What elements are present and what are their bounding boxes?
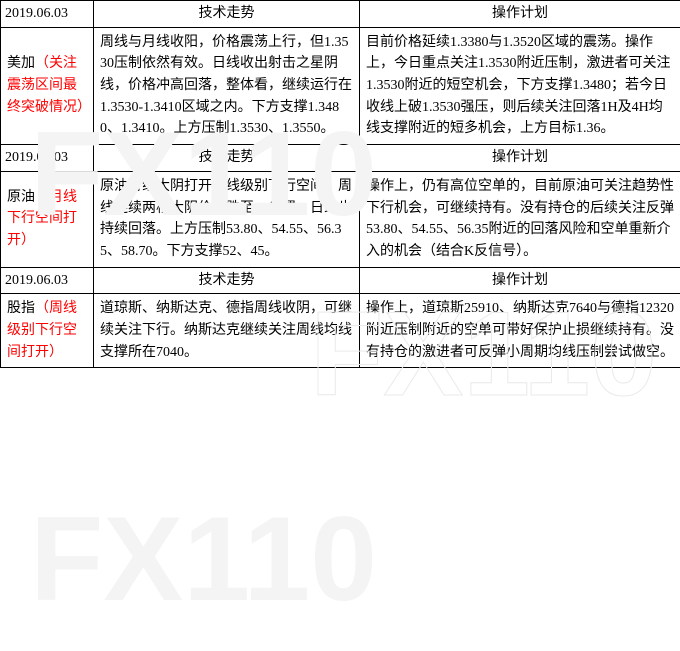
table-row: 2019.06.03 技术走势 操作计划	[1, 145, 680, 172]
trend-header: 技术走势	[94, 1, 360, 28]
label-black: 股指	[7, 301, 35, 316]
row-label: 美加（关注震荡区间最终突破情况）	[1, 27, 94, 144]
plan-cell: 目前价格延续1.3380与1.3520区域的震荡。操作上，今日重点关注1.353…	[360, 27, 680, 144]
label-black: 原油	[7, 190, 35, 205]
plan-cell: 操作上，道琼斯25910、纳斯达克7640与德指12320附近压制附近的空单可带…	[360, 294, 680, 368]
table-row: 2019.06.03 技术走势 操作计划	[1, 1, 680, 28]
plan-header: 操作计划	[360, 267, 680, 294]
row-label: 股指（周线级别下行空间打开）	[1, 294, 94, 368]
watermark-3: FX110	[30, 490, 377, 628]
plan-header: 操作计划	[360, 1, 680, 28]
trend-cell: 原油月线大阴打开月线级别下行空间。周线连续两根大阴价格跌至53位置。日线也持续回…	[94, 171, 360, 267]
trend-header: 技术走势	[94, 145, 360, 172]
date-cell: 2019.06.03	[1, 1, 94, 28]
table-row: 美加（关注震荡区间最终突破情况） 周线与月线收阳，价格震荡上行，但1.3530压…	[1, 27, 680, 144]
plan-header: 操作计划	[360, 145, 680, 172]
table-container: { "watermark": { "text": "FX110", "color…	[0, 0, 680, 368]
trend-cell: 道琼斯、纳斯达克、德指周线收阴，可继续关注下行。纳斯达克继续关注周线均线支撑所在…	[94, 294, 360, 368]
row-label: 原油（月线下行空间打开）	[1, 171, 94, 267]
date-cell: 2019.06.03	[1, 145, 94, 172]
analysis-table: 2019.06.03 技术走势 操作计划 美加（关注震荡区间最终突破情况） 周线…	[0, 0, 680, 368]
table-row: 2019.06.03 技术走势 操作计划	[1, 267, 680, 294]
table-row: 股指（周线级别下行空间打开） 道琼斯、纳斯达克、德指周线收阴，可继续关注下行。纳…	[1, 294, 680, 368]
plan-cell: 操作上，仍有高位空单的，目前原油可关注趋势性下行机会，可继续持有。没有持仓的后续…	[360, 171, 680, 267]
trend-header: 技术走势	[94, 267, 360, 294]
trend-cell: 周线与月线收阳，价格震荡上行，但1.3530压制依然有效。日线收出射击之星阴线，…	[94, 27, 360, 144]
label-black: 美加	[7, 56, 35, 71]
date-cell: 2019.06.03	[1, 267, 94, 294]
table-row: 原油（月线下行空间打开） 原油月线大阴打开月线级别下行空间。周线连续两根大阴价格…	[1, 171, 680, 267]
